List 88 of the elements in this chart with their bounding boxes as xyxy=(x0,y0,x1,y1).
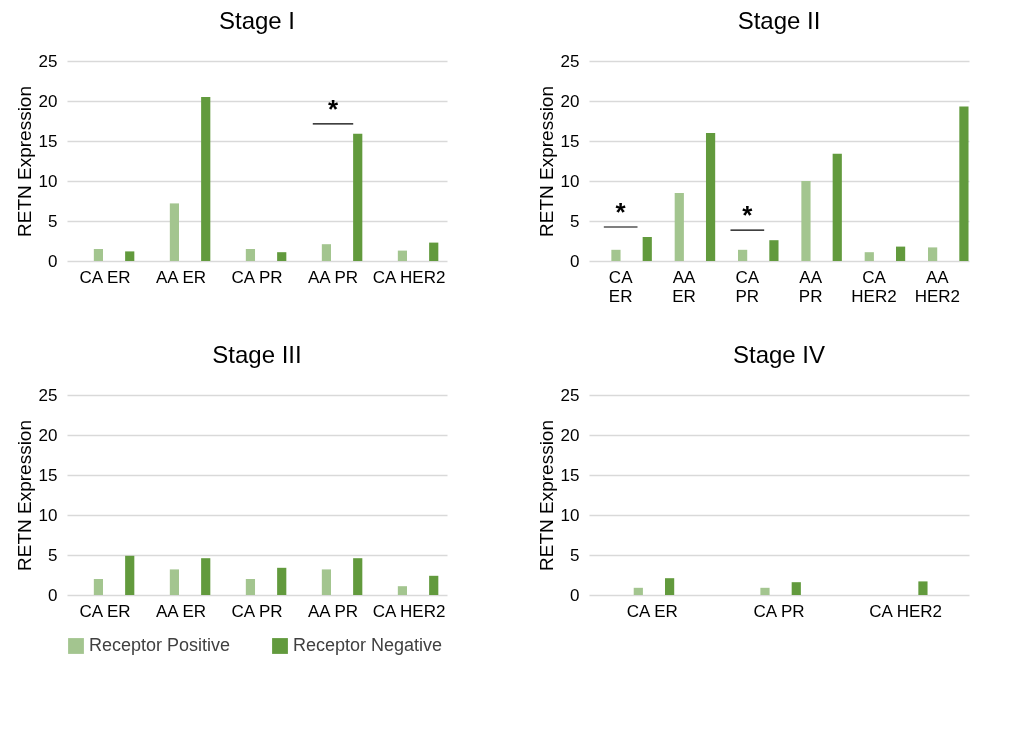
x-tick-label: AA PR xyxy=(798,267,823,306)
chart-title: Stage II xyxy=(737,7,821,34)
x-tick-label: AA ER xyxy=(672,267,696,306)
bar xyxy=(93,579,104,595)
bar xyxy=(277,567,287,595)
y-tick-label: 15 xyxy=(38,465,58,485)
bar xyxy=(895,246,906,261)
chart-title: Stage IV xyxy=(732,341,826,368)
bar xyxy=(769,240,779,261)
bar xyxy=(397,586,408,595)
bar xyxy=(245,579,256,595)
bar xyxy=(125,555,135,595)
chart-title: Stage I xyxy=(218,7,296,34)
y-tick-label: 5 xyxy=(48,545,58,565)
y-tick-label: 0 xyxy=(48,251,58,271)
y-tick-label: 10 xyxy=(560,505,580,525)
bar xyxy=(321,569,332,595)
annotation: * xyxy=(615,197,627,227)
y-tick-label: 5 xyxy=(570,211,580,231)
chart-title: Stage III xyxy=(212,341,302,368)
x-tick-label: CA ER xyxy=(626,601,678,621)
bar xyxy=(864,252,874,261)
y-tick-label: 10 xyxy=(38,505,58,525)
bar xyxy=(429,575,439,595)
x-tick-label: CA PR xyxy=(735,267,760,306)
bar xyxy=(928,247,938,261)
y-tick-label: 25 xyxy=(560,51,580,71)
bar xyxy=(674,193,684,261)
y-axis-title: RETN Expression xyxy=(535,86,557,237)
x-tick-label: CA HER2 xyxy=(372,601,446,621)
x-tick-label: AA PR xyxy=(307,601,359,621)
bar xyxy=(277,252,287,261)
x-tick-label: CA HER2 xyxy=(372,267,446,287)
x-tick-label: CA PR xyxy=(231,601,283,621)
bar xyxy=(397,250,408,261)
y-tick-label: 5 xyxy=(570,545,580,565)
x-tick-label: AA ER xyxy=(155,267,207,287)
bar xyxy=(705,133,716,261)
y-tick-label: 15 xyxy=(38,131,58,151)
y-tick-label: 25 xyxy=(38,385,58,405)
bar xyxy=(611,249,621,261)
bar xyxy=(321,244,332,261)
bar xyxy=(353,133,363,261)
y-tick-label: 15 xyxy=(560,465,580,485)
y-tick-label: 20 xyxy=(38,425,58,445)
bar xyxy=(245,249,256,261)
y-tick-label: 20 xyxy=(560,91,580,111)
y-tick-label: 0 xyxy=(570,251,580,271)
bar xyxy=(642,237,652,261)
y-tick-label: 10 xyxy=(560,171,580,191)
x-tick-label: AA ER xyxy=(155,601,207,621)
x-tick-label: AA PR xyxy=(307,267,359,287)
y-tick-label: 0 xyxy=(48,585,58,605)
y-tick-label: 15 xyxy=(560,131,580,151)
y-tick-label: 20 xyxy=(38,91,58,111)
legend-label: Receptor Negative xyxy=(293,635,443,655)
y-tick-label: 25 xyxy=(38,51,58,71)
x-tick-label: CA ER xyxy=(79,267,131,287)
bar xyxy=(429,242,439,261)
x-tick-label: CA ER xyxy=(608,267,634,306)
bar xyxy=(125,251,135,261)
y-axis-title: RETN Expression xyxy=(13,420,35,571)
bar xyxy=(738,249,748,261)
bar xyxy=(353,558,363,595)
x-tick-label: CA HER2 xyxy=(869,601,943,621)
y-axis-title: RETN Expression xyxy=(13,86,35,237)
x-tick-label: AA HER2 xyxy=(914,267,961,306)
bar xyxy=(959,106,969,261)
bar xyxy=(801,181,811,261)
y-tick-label: 5 xyxy=(48,211,58,231)
bar xyxy=(201,97,211,261)
legend-label: Receptor Positive xyxy=(89,635,231,655)
x-tick-label: CA PR xyxy=(231,267,283,287)
bar xyxy=(93,249,104,261)
bar xyxy=(832,153,842,261)
y-tick-label: 25 xyxy=(560,385,580,405)
bar xyxy=(169,569,180,595)
y-tick-label: 10 xyxy=(38,171,58,191)
x-tick-label: CA ER xyxy=(79,601,131,621)
x-tick-label: CA PR xyxy=(753,601,805,621)
annotation: * xyxy=(742,200,754,231)
bar xyxy=(201,558,211,595)
x-tick-label: CA HER2 xyxy=(851,267,897,306)
annotation: * xyxy=(327,93,339,124)
y-tick-label: 0 xyxy=(570,585,580,605)
y-axis-title: RETN Expression xyxy=(535,420,557,571)
bar xyxy=(169,203,180,261)
y-tick-label: 20 xyxy=(560,425,580,445)
